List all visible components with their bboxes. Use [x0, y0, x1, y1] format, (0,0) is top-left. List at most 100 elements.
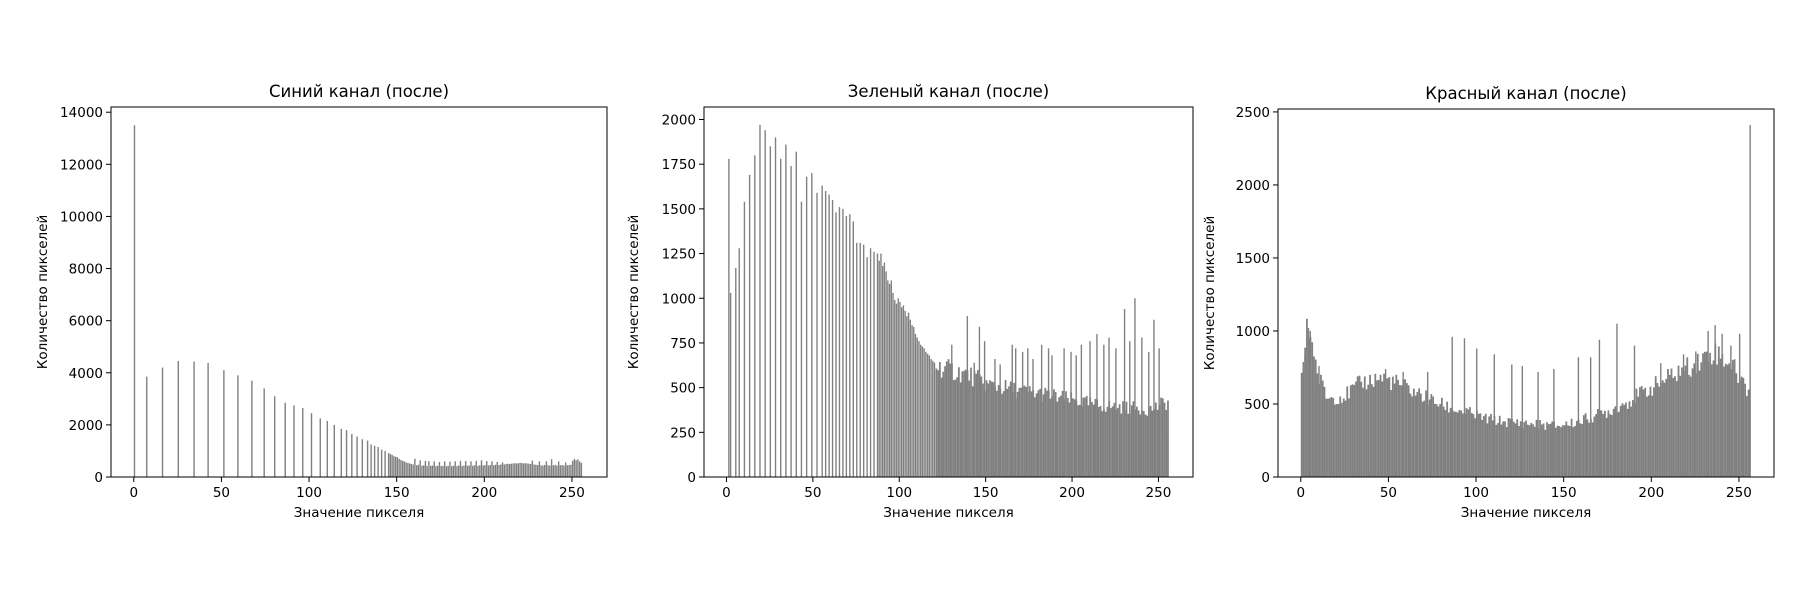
bar — [1327, 398, 1329, 477]
bar — [859, 242, 861, 477]
bar — [223, 370, 225, 477]
bar — [1414, 395, 1417, 477]
bar — [926, 353, 929, 477]
bar — [880, 253, 882, 477]
bar — [1311, 342, 1314, 477]
bar — [930, 359, 932, 477]
bar — [902, 305, 905, 477]
y-axis-label: Количество пикселей — [35, 215, 51, 370]
bar — [463, 465, 465, 477]
bar — [1721, 333, 1723, 477]
bar — [1490, 414, 1492, 477]
bar — [1710, 364, 1713, 477]
bar — [573, 458, 576, 477]
bar — [1740, 376, 1743, 477]
bar — [284, 402, 286, 477]
bar — [1509, 418, 1512, 477]
bar — [1526, 424, 1529, 477]
bar — [795, 151, 797, 477]
bar — [885, 271, 887, 477]
bar — [1363, 376, 1366, 477]
bar — [1404, 379, 1406, 477]
bar — [1726, 364, 1729, 477]
bar — [1149, 405, 1152, 477]
bar — [1167, 434, 1169, 477]
bar — [1723, 366, 1725, 477]
x-axis-label: Значение пикселя — [294, 505, 424, 521]
bar — [738, 248, 740, 477]
bar — [904, 310, 906, 477]
chart-panel-1: 0 50 100 150 200 250 0 2000 4000 6000 8000 10000 120… — [35, 82, 608, 521]
bar — [1032, 359, 1034, 477]
bar — [1411, 396, 1413, 477]
bar — [1700, 362, 1703, 477]
bar — [1006, 388, 1009, 477]
bar — [380, 449, 383, 477]
bar — [554, 464, 556, 477]
bar — [1507, 418, 1510, 477]
bar — [237, 375, 239, 477]
bar — [947, 359, 950, 477]
bar — [1068, 402, 1071, 477]
bar — [1013, 382, 1016, 477]
bar — [1419, 393, 1422, 477]
bar — [888, 283, 891, 477]
bar — [319, 418, 321, 477]
chart-title: Синий канал (после) — [269, 82, 449, 101]
bar — [883, 262, 886, 477]
x-tick-label: 250 — [1146, 485, 1172, 501]
bar — [1535, 419, 1538, 477]
bar — [1663, 382, 1666, 477]
bar — [1689, 376, 1692, 477]
bar — [1603, 410, 1606, 477]
bar — [1547, 424, 1550, 477]
bar — [1665, 378, 1668, 477]
bar — [1621, 403, 1624, 477]
bar — [1514, 423, 1517, 477]
bar — [1479, 413, 1482, 477]
bar — [1472, 414, 1475, 477]
bar — [894, 300, 896, 477]
bar — [1080, 344, 1083, 477]
bar — [1572, 427, 1575, 477]
bar — [1593, 416, 1596, 477]
bar — [1654, 376, 1657, 477]
bar — [550, 459, 553, 477]
bar — [1598, 339, 1601, 477]
bar — [1684, 365, 1687, 477]
bar — [482, 465, 484, 477]
y-tick-label: 2000 — [1236, 178, 1270, 194]
bar — [1042, 394, 1045, 477]
bar — [473, 465, 476, 477]
bar — [1123, 308, 1126, 477]
bar — [1122, 401, 1124, 477]
bar — [468, 465, 470, 477]
bar — [1063, 348, 1065, 477]
bar — [1039, 388, 1041, 477]
bar — [1474, 418, 1477, 477]
bar — [743, 201, 746, 478]
bar — [973, 362, 975, 477]
bar — [1460, 410, 1463, 477]
bar — [1161, 398, 1164, 477]
bar — [899, 301, 901, 477]
bar — [980, 376, 983, 477]
bar — [1616, 323, 1618, 477]
bar — [1008, 386, 1010, 477]
bar — [1476, 348, 1478, 477]
bar — [1165, 409, 1168, 477]
bar — [559, 465, 562, 477]
bar — [1493, 354, 1495, 477]
bar — [1667, 368, 1669, 477]
bar — [491, 461, 493, 477]
bar — [759, 124, 761, 478]
bar — [1402, 371, 1404, 477]
bar — [1330, 397, 1333, 477]
bar — [514, 463, 516, 477]
bar — [1441, 397, 1443, 477]
x-tick-label: 150 — [973, 485, 999, 501]
bar — [1153, 319, 1155, 477]
y-tick-label: 6000 — [69, 314, 103, 330]
bar — [472, 465, 474, 477]
bar — [1423, 400, 1426, 477]
